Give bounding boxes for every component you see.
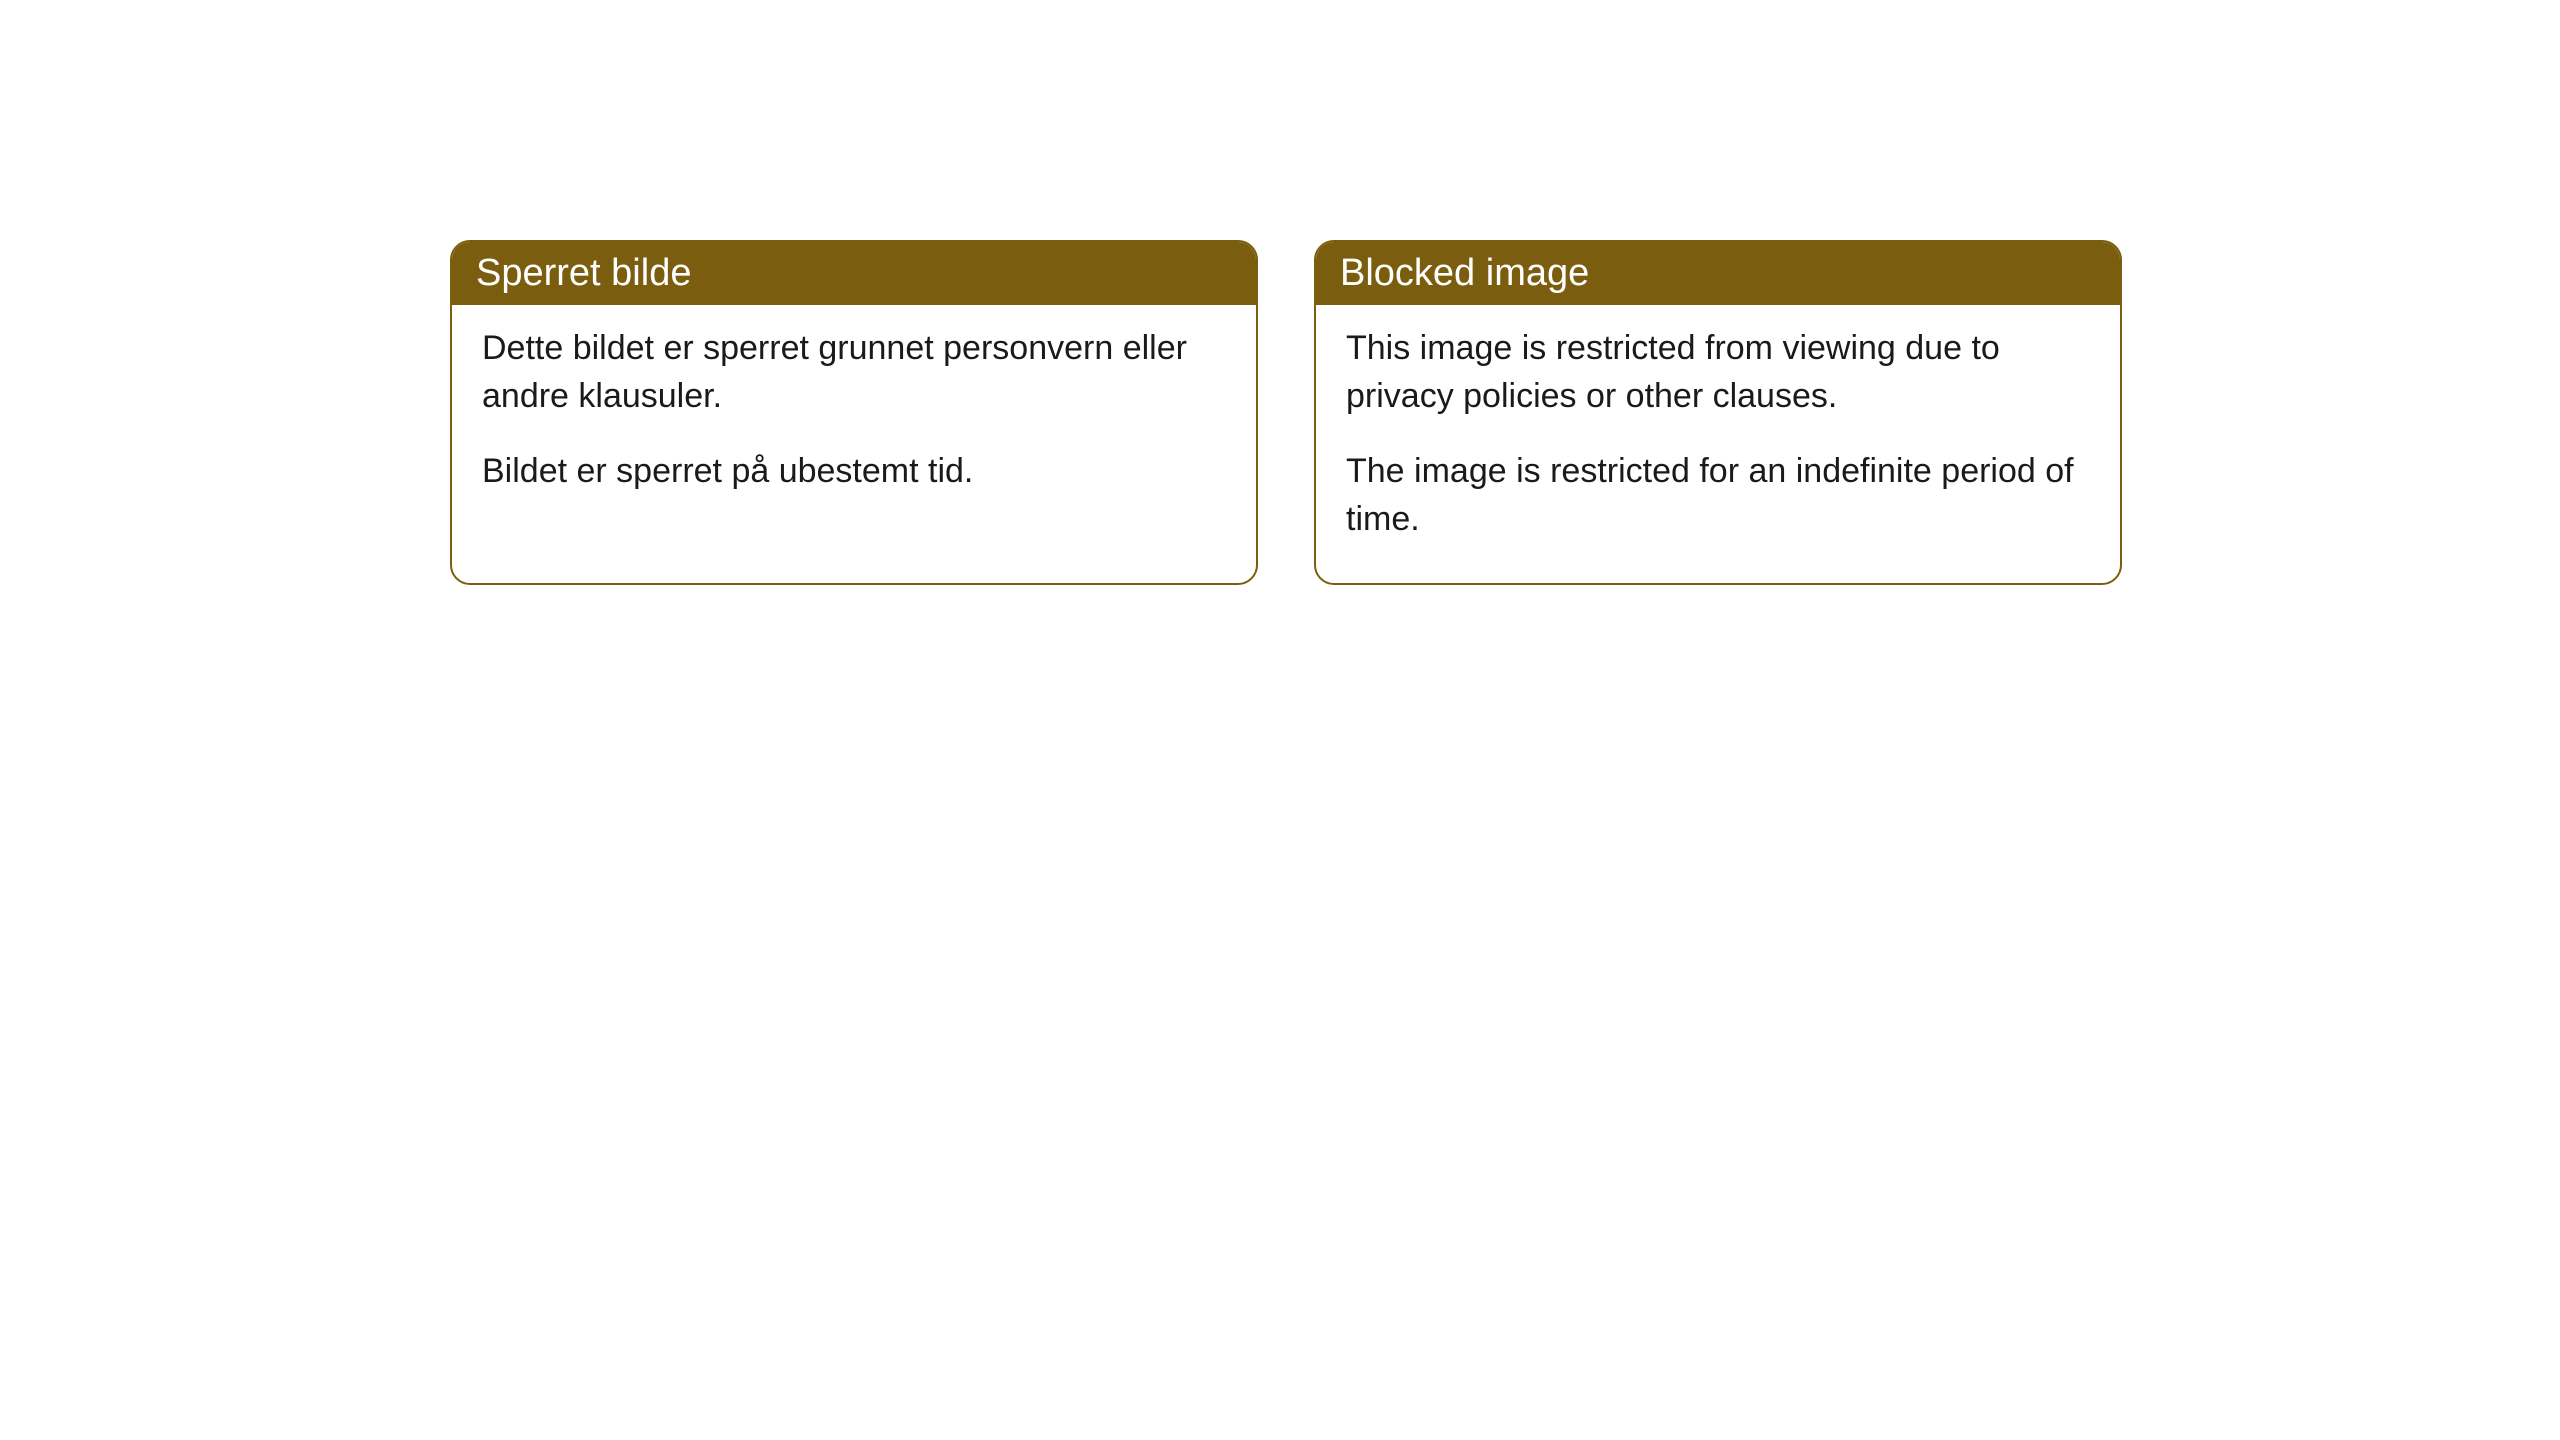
card-paragraph: The image is restricted for an indefinit… [1346, 448, 2090, 543]
blocked-image-card-norwegian: Sperret bilde Dette bildet er sperret gr… [450, 240, 1258, 585]
card-paragraph: This image is restricted from viewing du… [1346, 325, 2090, 420]
card-header: Sperret bilde [452, 242, 1256, 305]
cards-container: Sperret bilde Dette bildet er sperret gr… [450, 240, 2560, 585]
card-paragraph: Bildet er sperret på ubestemt tid. [482, 448, 1226, 496]
card-body: This image is restricted from viewing du… [1316, 305, 2120, 583]
blocked-image-card-english: Blocked image This image is restricted f… [1314, 240, 2122, 585]
card-title: Sperret bilde [476, 252, 691, 294]
card-paragraph: Dette bildet er sperret grunnet personve… [482, 325, 1226, 420]
card-header: Blocked image [1316, 242, 2120, 305]
card-body: Dette bildet er sperret grunnet personve… [452, 305, 1256, 536]
card-title: Blocked image [1340, 252, 1589, 294]
